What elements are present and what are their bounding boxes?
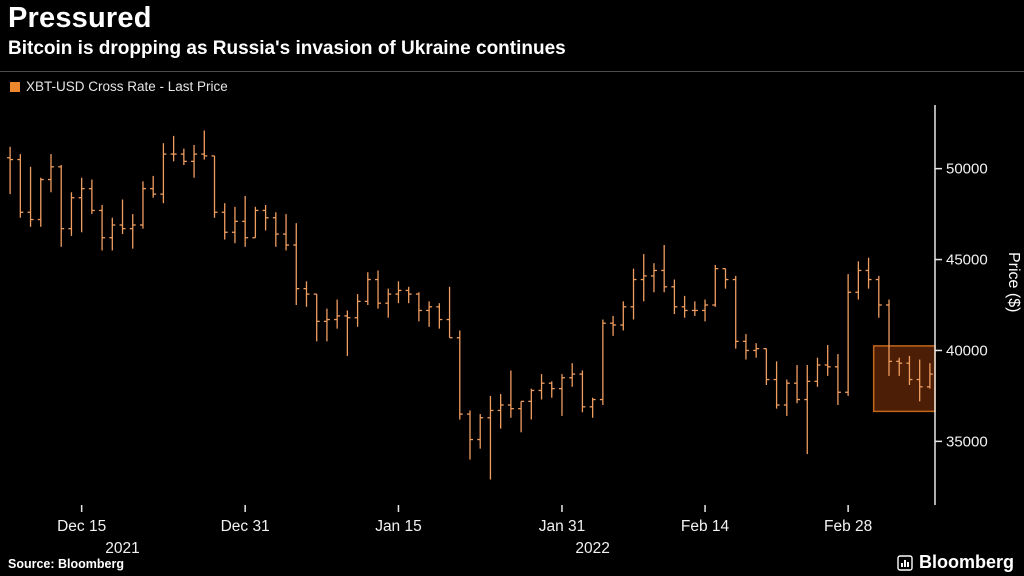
bloomberg-logo: Bloomberg [897,552,1014,573]
chart-title: Pressured [8,2,152,34]
header-divider [0,71,1024,72]
svg-text:40000: 40000 [946,342,988,359]
source-text: Source: Bloomberg [8,557,124,571]
svg-text:Dec 31: Dec 31 [221,518,270,535]
svg-text:2022: 2022 [575,540,609,557]
y-axis-title: Price ($) [1005,252,1022,313]
svg-text:Feb 28: Feb 28 [824,518,872,535]
svg-text:Feb 14: Feb 14 [681,518,730,535]
svg-text:35000: 35000 [946,433,988,450]
legend: XBT-USD Cross Rate - Last Price [10,79,228,94]
svg-text:Dec 15: Dec 15 [57,518,106,535]
chart-subtitle: Bitcoin is dropping as Russia's invasion… [8,38,566,59]
svg-text:50000: 50000 [946,161,988,178]
svg-text:2021: 2021 [105,540,139,557]
legend-swatch [10,81,20,92]
svg-text:Jan 31: Jan 31 [539,518,586,535]
bloomberg-logo-text: Bloomberg [918,552,1014,572]
bloomberg-logo-icon [897,554,913,571]
svg-text:45000: 45000 [946,252,988,269]
legend-label: XBT-USD Cross Rate - Last Price [26,79,228,94]
svg-text:Jan 15: Jan 15 [375,518,422,535]
